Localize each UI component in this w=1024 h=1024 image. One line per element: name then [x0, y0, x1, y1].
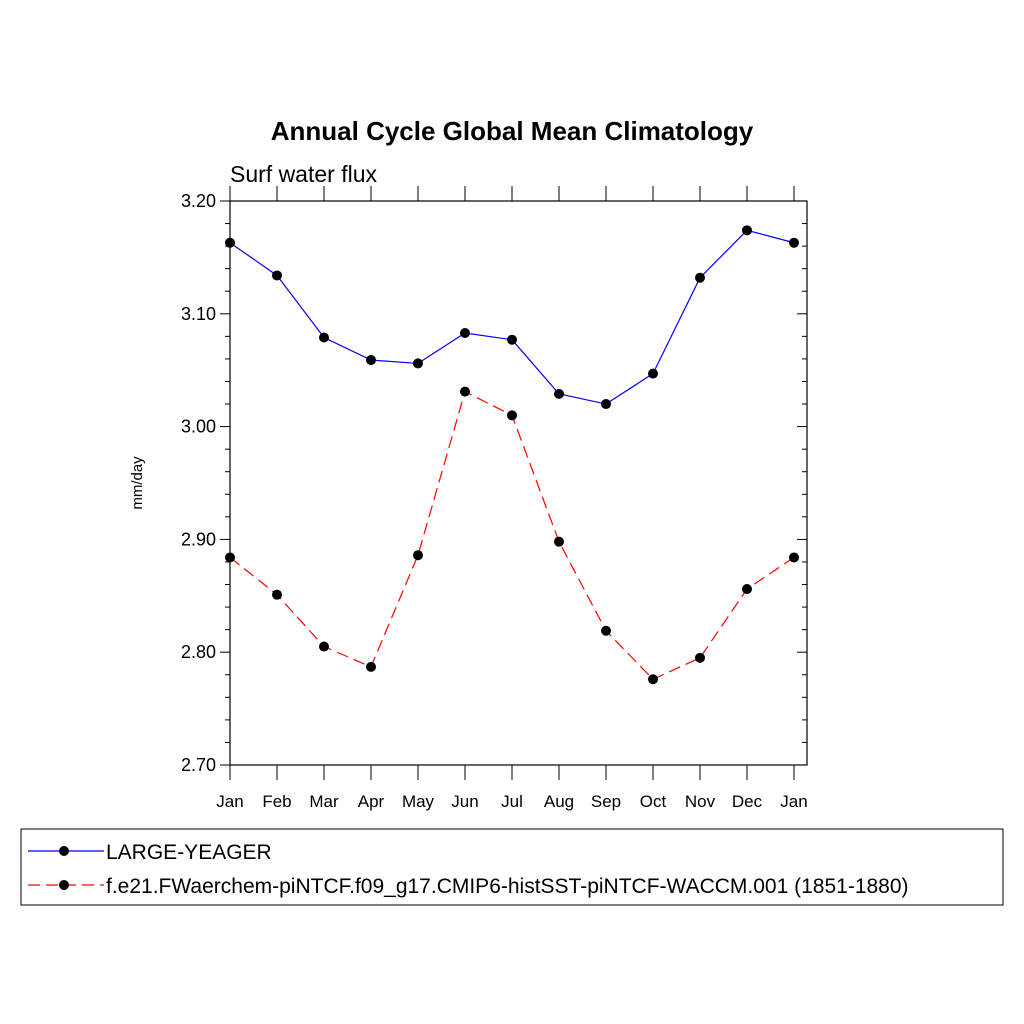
series-1-point: [695, 272, 705, 283]
y-tick-label: 2.80: [181, 642, 216, 662]
series-1-point: [225, 237, 235, 248]
series-2-point: [413, 550, 423, 561]
series-2-point: [742, 584, 752, 595]
series-1-point: [272, 270, 282, 281]
series-1-point: [789, 237, 799, 248]
x-tick-label: Mar: [309, 792, 339, 811]
series-1-point: [319, 332, 329, 343]
legend-box: [20, 828, 1004, 906]
x-tick-label: Jul: [501, 792, 523, 811]
series-2-point: [272, 589, 282, 600]
legend: LARGE-YEAGER f.e21.FWaerchem-piNTCF.f09_g…: [20, 828, 1004, 906]
series-line-2: [229, 390, 795, 680]
x-tick-label: Nov: [685, 792, 716, 811]
series-2-point: [366, 661, 376, 672]
x-tick-label: Dec: [732, 792, 763, 811]
series-2-point: [789, 552, 799, 563]
y-tick-label: 2.90: [181, 529, 216, 549]
x-tick-label: Feb: [262, 792, 291, 811]
legend-label-2: f.e21.FWaerchem-piNTCF.f09_g17.CMIP6-his…: [106, 875, 909, 898]
x-tick-label: Jun: [451, 792, 478, 811]
legend-marker-1: [59, 846, 69, 856]
x-tick-label: Jan: [216, 792, 243, 811]
plot-frame: [229, 200, 808, 766]
series-1-point: [554, 388, 564, 399]
chart-subtitle: Surf water flux: [230, 161, 377, 187]
x-tick-label: Sep: [591, 792, 621, 811]
series-2-point: [507, 410, 517, 421]
series-1-point: [460, 327, 470, 338]
y-tick-label: 2.70: [181, 755, 216, 775]
series-1-point: [742, 225, 752, 236]
series-1-point: [366, 355, 376, 366]
chart-title: Annual Cycle Global Mean Climatology: [271, 116, 754, 146]
legend-marker-2: [59, 880, 69, 890]
series-1-point: [648, 368, 658, 379]
series-1-point: [413, 358, 423, 369]
x-tick-label: Oct: [640, 792, 667, 811]
series-2-point: [554, 536, 564, 547]
y-tick-label: 3.10: [181, 304, 216, 324]
legend-label-1: LARGE-YEAGER: [106, 841, 272, 864]
series-2-point: [648, 674, 658, 685]
series-2-point: [460, 386, 470, 397]
series-1-point: [601, 399, 611, 410]
ticks-layer: 2.70 2.80 2.90 3.00 3.10 3.20 Jan Feb Mar Apr May J…: [181, 186, 808, 811]
series-2-point: [601, 625, 611, 636]
x-tick-label: Jan: [780, 792, 807, 811]
x-tick-label: Aug: [544, 792, 574, 811]
series-1-point: [507, 334, 517, 345]
series-2-point: [695, 652, 705, 663]
series-2-point: [319, 641, 329, 652]
series-line-1: [229, 229, 795, 405]
y-tick-label: 3.00: [181, 417, 216, 437]
series-2-point: [225, 552, 235, 563]
y-axis-label: mm/day: [129, 456, 146, 510]
series-layer: [225, 225, 799, 685]
y-tick-label: 3.20: [181, 191, 216, 211]
x-tick-label: Apr: [358, 792, 385, 811]
x-tick-label: May: [402, 792, 435, 811]
